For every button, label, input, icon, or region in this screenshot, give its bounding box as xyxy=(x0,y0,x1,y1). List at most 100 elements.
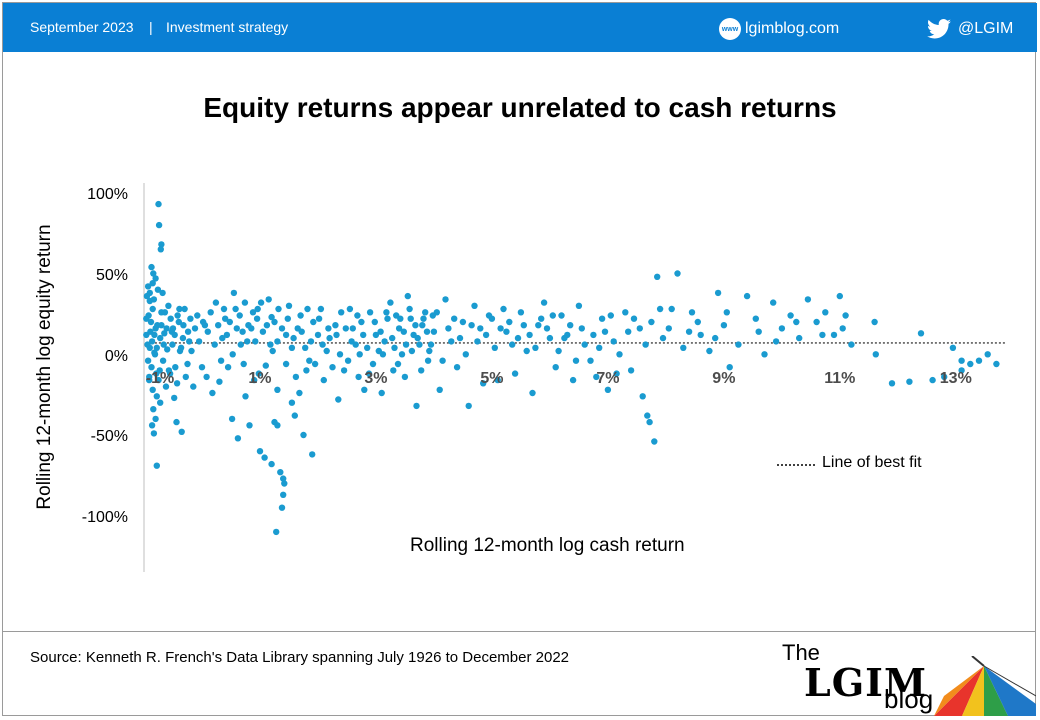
data-point xyxy=(320,376,327,384)
data-point xyxy=(267,341,274,348)
x-axis-label: Rolling 12-month log cash return xyxy=(410,535,685,556)
data-point xyxy=(651,438,658,445)
data-point xyxy=(178,428,185,435)
data-point xyxy=(424,357,432,364)
data-point xyxy=(694,318,701,326)
data-point xyxy=(365,370,373,377)
data-point xyxy=(259,328,267,335)
data-point xyxy=(169,341,176,348)
data-point xyxy=(281,480,288,487)
data-point xyxy=(509,341,516,348)
data-point xyxy=(622,309,629,316)
data-point xyxy=(157,334,164,342)
data-point xyxy=(164,346,171,353)
data-point xyxy=(813,318,820,326)
data-point xyxy=(578,325,585,332)
data-point xyxy=(144,357,152,364)
data-point xyxy=(154,286,162,293)
data-point xyxy=(429,312,436,319)
data-point xyxy=(160,341,167,348)
header-twitter-handle[interactable]: @LGIM xyxy=(958,20,1014,37)
data-point xyxy=(150,406,157,413)
data-point xyxy=(217,357,225,364)
header-separator: | xyxy=(149,19,153,35)
data-point xyxy=(581,341,588,348)
data-point xyxy=(480,380,487,387)
data-point xyxy=(917,330,925,337)
data-point xyxy=(175,318,182,326)
data-point xyxy=(291,412,298,419)
data-point xyxy=(248,325,255,332)
data-point xyxy=(204,328,211,335)
data-point xyxy=(387,299,394,306)
data-point xyxy=(340,367,348,374)
data-point xyxy=(219,334,226,342)
data-point xyxy=(282,331,290,339)
data-point xyxy=(497,325,504,332)
x-tick-label: 13% xyxy=(939,369,972,387)
header-website-link[interactable]: lgimblog.com xyxy=(745,20,840,37)
data-point xyxy=(184,328,192,335)
data-point xyxy=(627,367,635,374)
data-point xyxy=(274,338,281,345)
data-point xyxy=(436,386,443,393)
data-point xyxy=(395,325,403,332)
data-point xyxy=(252,338,259,345)
data-point xyxy=(303,367,310,374)
data-point xyxy=(494,376,501,384)
data-point xyxy=(967,360,974,368)
data-point xyxy=(171,394,178,402)
data-point xyxy=(290,334,297,342)
data-point xyxy=(233,325,240,332)
data-point xyxy=(712,334,719,342)
data-point xyxy=(604,386,612,393)
data-point xyxy=(442,296,449,303)
data-point xyxy=(422,309,429,316)
data-point xyxy=(540,299,548,306)
data-point xyxy=(226,318,233,326)
data-point xyxy=(143,315,150,322)
data-point xyxy=(543,325,551,332)
data-point xyxy=(546,334,554,342)
data-point xyxy=(630,315,638,322)
data-point xyxy=(148,422,156,429)
data-point xyxy=(188,347,195,355)
data-point xyxy=(369,360,377,368)
data-point xyxy=(506,318,513,326)
data-point xyxy=(984,351,991,358)
twitter-bird-icon[interactable] xyxy=(927,18,951,40)
data-point xyxy=(296,389,303,397)
data-point xyxy=(607,312,614,319)
data-point xyxy=(144,283,152,290)
data-point xyxy=(223,331,231,339)
data-point xyxy=(538,315,545,322)
data-point xyxy=(354,312,361,319)
data-point xyxy=(285,302,293,309)
data-point xyxy=(159,357,167,364)
data-point xyxy=(319,341,326,348)
chart-title: Equity returns appear unrelated to cash … xyxy=(203,92,837,123)
data-point xyxy=(150,270,157,277)
data-point xyxy=(993,360,1000,368)
data-point xyxy=(263,322,271,329)
data-point xyxy=(222,315,229,322)
data-point xyxy=(674,270,681,277)
data-point xyxy=(412,322,419,329)
data-point xyxy=(714,289,722,297)
data-point xyxy=(555,347,562,355)
data-point xyxy=(535,322,542,329)
data-point xyxy=(697,331,704,339)
data-point xyxy=(830,331,838,339)
data-point xyxy=(787,312,794,319)
data-point xyxy=(610,338,617,345)
data-point xyxy=(348,338,355,345)
data-point xyxy=(146,373,153,381)
data-point xyxy=(349,325,356,332)
data-point xyxy=(552,364,559,371)
data-point xyxy=(317,305,325,313)
data-point xyxy=(381,338,388,345)
data-point xyxy=(173,380,181,387)
y-tick-label: -100% xyxy=(81,509,128,526)
data-point xyxy=(601,328,609,335)
x-tick-label: 5% xyxy=(480,369,504,387)
